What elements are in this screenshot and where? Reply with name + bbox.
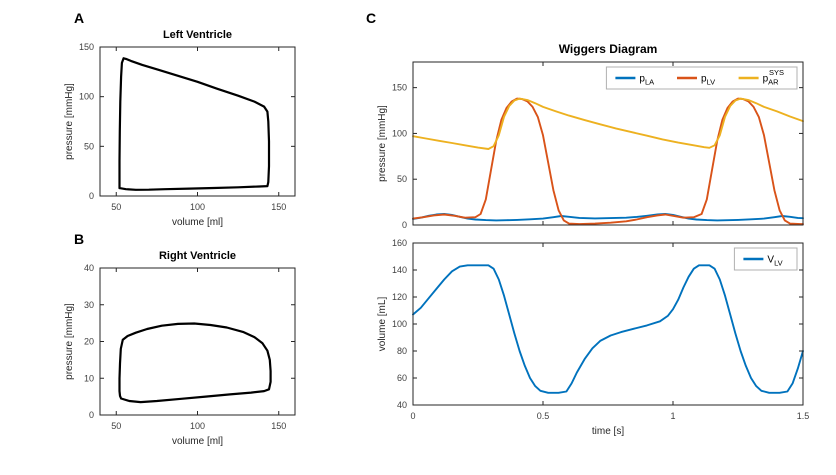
svg-text:time [s]: time [s]	[592, 426, 624, 437]
svg-text:50: 50	[111, 421, 121, 431]
panel-label-c: C	[366, 10, 377, 26]
svg-text:1.5: 1.5	[797, 411, 810, 421]
svg-text:pressure [mmHg]: pressure [mmHg]	[64, 83, 75, 160]
svg-text:120: 120	[392, 292, 407, 302]
svg-text:0: 0	[410, 411, 415, 421]
svg-text:pressure [mmHg]: pressure [mmHg]	[377, 105, 388, 182]
svg-text:150: 150	[79, 42, 94, 52]
svg-text:pLV: pLV	[701, 74, 715, 87]
svg-text:volume [mL]: volume [mL]	[377, 297, 388, 352]
svg-text:50: 50	[397, 174, 407, 184]
svg-text:1: 1	[670, 411, 675, 421]
svg-text:150: 150	[392, 83, 407, 93]
svg-text:40: 40	[397, 400, 407, 410]
svg-text:30: 30	[84, 300, 94, 310]
wiggers-pressure-chart: 0 50 100 150 Wiggers Diagram pressure [mmHg] p…	[377, 42, 804, 230]
svg-text:50: 50	[111, 202, 121, 212]
svg-text:0.5: 0.5	[537, 411, 550, 421]
panel-label-b: B	[74, 231, 85, 247]
svg-text:150: 150	[271, 202, 286, 212]
wiggers-volume-chart: 0 0.5 1 1.5 40 60 80 100 120 140 160 time [s] volume…	[377, 238, 810, 437]
svg-text:pLA: pLA	[639, 74, 654, 87]
svg-text:140: 140	[392, 265, 407, 275]
svg-text:100: 100	[190, 421, 205, 431]
svg-text:100: 100	[79, 92, 94, 102]
svg-text:0: 0	[89, 410, 94, 420]
svg-text:volume [ml]: volume [ml]	[172, 217, 223, 228]
svg-text:160: 160	[392, 238, 407, 248]
svg-text:100: 100	[190, 202, 205, 212]
svg-text:pARSYS: pARSYS	[763, 68, 784, 87]
svg-text:10: 10	[84, 373, 94, 383]
svg-text:40: 40	[84, 263, 94, 273]
svg-text:80: 80	[397, 346, 407, 356]
svg-text:150: 150	[271, 421, 286, 431]
lv-pressure-volume-chart: 50 100 150 0 50 100 150 Left Ventricle volume [m…	[64, 29, 296, 228]
svg-text:60: 60	[397, 373, 407, 383]
svg-text:0: 0	[402, 220, 407, 230]
svg-text:0: 0	[89, 191, 94, 201]
svg-text:Left Ventricle: Left Ventricle	[163, 29, 232, 41]
panel-label-a: A	[74, 10, 85, 26]
svg-text:volume [ml]: volume [ml]	[172, 436, 223, 447]
rv-pressure-volume-chart: 50 100 150 0 10 20 30 40 Right Ventricle volume […	[64, 250, 296, 447]
svg-text:pressure [mmHg]: pressure [mmHg]	[64, 303, 75, 380]
svg-text:100: 100	[392, 128, 407, 138]
svg-text:100: 100	[392, 319, 407, 329]
svg-text:VLV: VLV	[767, 255, 782, 268]
svg-text:Wiggers Diagram: Wiggers Diagram	[559, 42, 658, 56]
svg-text:20: 20	[84, 337, 94, 347]
svg-text:50: 50	[84, 141, 94, 151]
svg-text:Right Ventricle: Right Ventricle	[159, 250, 236, 262]
